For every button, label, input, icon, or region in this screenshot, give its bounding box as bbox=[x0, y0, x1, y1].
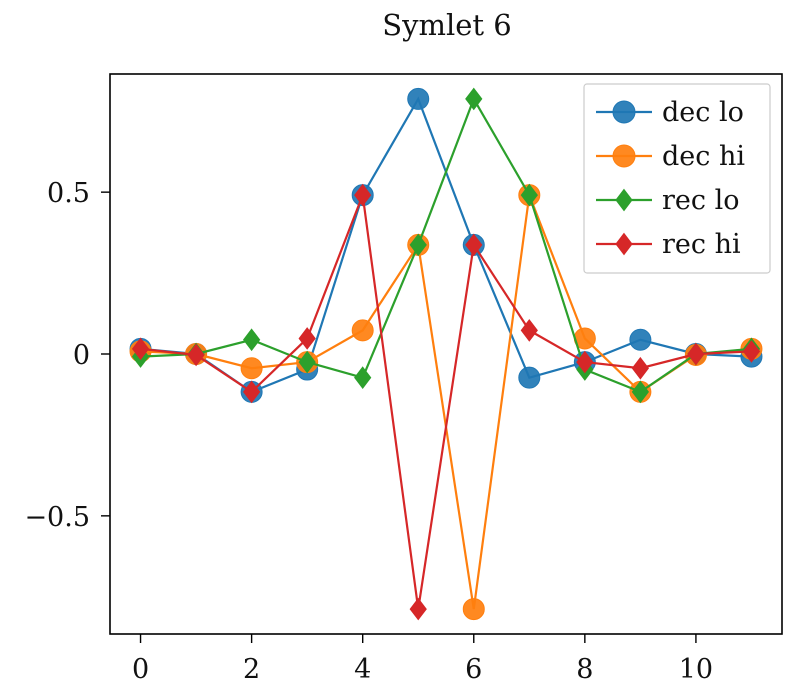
legend-label: rec lo bbox=[662, 185, 739, 216]
plot-area bbox=[129, 87, 763, 621]
data-point-rec-lo-4 bbox=[354, 366, 372, 389]
legend-item-dec-lo: dec lo bbox=[596, 97, 744, 128]
x-tick-label: 6 bbox=[465, 654, 482, 685]
data-point-dec-hi-6 bbox=[462, 598, 485, 621]
y-tick-label: 0 bbox=[73, 340, 90, 371]
x-tick-label: 4 bbox=[354, 654, 371, 685]
data-point-rec-lo-3 bbox=[298, 350, 316, 374]
legend-marker bbox=[612, 144, 636, 168]
legend-marker bbox=[615, 232, 633, 256]
legend: dec lo dec hi rec lo rec hi bbox=[583, 83, 771, 274]
data-point-rec-lo-9 bbox=[631, 380, 650, 404]
data-point-rec-hi-0 bbox=[131, 337, 150, 361]
legend-label: rec hi bbox=[662, 229, 741, 260]
data-point-rec-hi-2 bbox=[242, 380, 261, 404]
data-point-rec-lo-5 bbox=[409, 233, 427, 257]
data-point-rec-hi-3 bbox=[298, 327, 316, 350]
data-point-rec-hi-7 bbox=[520, 319, 538, 342]
data-point-rec-hi-11 bbox=[742, 340, 761, 363]
data-point-rec-hi-4 bbox=[354, 183, 372, 207]
legend-label: dec hi bbox=[662, 141, 745, 172]
legend-item-dec-hi: dec hi bbox=[596, 141, 745, 172]
data-point-dec-lo-7 bbox=[518, 366, 541, 389]
legend-marker bbox=[615, 188, 633, 212]
data-point-dec-lo-9 bbox=[629, 328, 652, 351]
x-tick-label: 8 bbox=[576, 654, 593, 685]
y-tick-label: 0.5 bbox=[47, 178, 90, 209]
data-point-rec-hi-5 bbox=[409, 597, 427, 621]
axes: 0 2 4 6 8 10 −0.5 0 0.5 bbox=[24, 178, 713, 685]
x-tick-label: 2 bbox=[243, 654, 260, 685]
series-rec-hi bbox=[131, 183, 761, 621]
legend-item-rec-hi: rec hi bbox=[596, 229, 741, 260]
legend-box bbox=[583, 83, 771, 274]
series-line-rec-lo bbox=[140, 96, 752, 394]
data-point-rec-hi-6 bbox=[465, 233, 483, 257]
data-point-rec-lo-6 bbox=[465, 87, 483, 111]
data-point-rec-lo-7 bbox=[520, 183, 538, 207]
data-point-rec-hi-8 bbox=[576, 350, 594, 374]
chart-title: Symlet 6 bbox=[382, 8, 512, 42]
data-point-rec-hi-10 bbox=[687, 342, 705, 366]
legend-marker bbox=[612, 100, 636, 124]
data-point-dec-lo-5 bbox=[407, 87, 430, 110]
legend-item-rec-lo: rec lo bbox=[596, 185, 739, 216]
data-point-rec-hi-1 bbox=[187, 343, 205, 367]
data-point-dec-hi-4 bbox=[351, 319, 374, 342]
data-point-rec-hi-9 bbox=[631, 356, 650, 380]
data-point-rec-lo-2 bbox=[242, 328, 261, 352]
series-line-rec-hi bbox=[140, 194, 752, 610]
x-tick-label: 10 bbox=[679, 654, 713, 685]
data-point-dec-hi-2 bbox=[240, 357, 263, 380]
legend-label: dec lo bbox=[662, 97, 744, 128]
x-tick-label: 0 bbox=[132, 654, 149, 685]
y-tick-label: −0.5 bbox=[24, 502, 90, 533]
